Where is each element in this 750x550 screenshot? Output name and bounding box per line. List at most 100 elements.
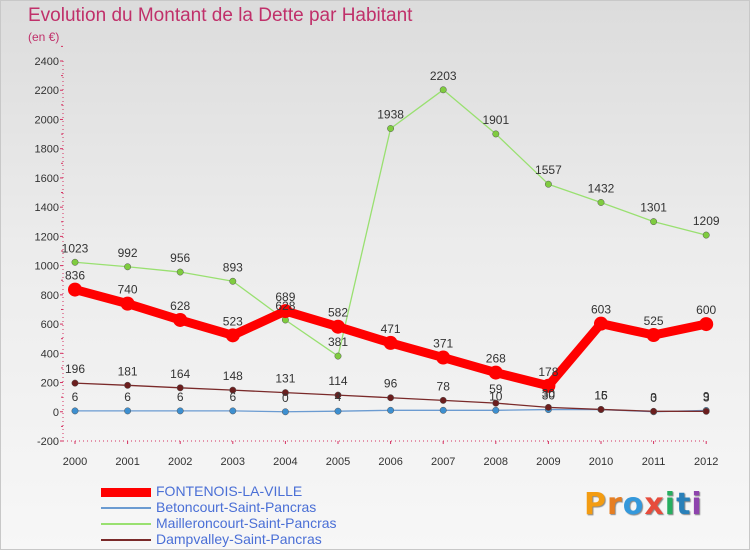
y-tick-label: 800 (41, 290, 59, 302)
data-label: 2203 (430, 69, 457, 83)
data-point (439, 396, 447, 404)
data-label: 10 (489, 389, 503, 403)
y-tick-label: 400 (41, 348, 59, 360)
chart-title: Evolution du Montant de la Dette par Hab… (28, 5, 413, 26)
data-point (334, 352, 342, 360)
data-label: 59 (489, 382, 503, 396)
data-point (597, 405, 605, 413)
data-label: 836 (65, 269, 85, 283)
data-point (71, 258, 79, 266)
data-point (334, 407, 342, 415)
data-label: 164 (170, 367, 190, 381)
data-point (281, 408, 289, 416)
legend-label: Betoncourt-Saint-Pancras (156, 499, 317, 515)
data-label: 114 (328, 374, 347, 388)
data-point (173, 312, 188, 327)
data-label: 582 (328, 306, 348, 320)
legend-swatch (101, 507, 151, 509)
data-label: 6 (229, 390, 236, 404)
data-point (439, 406, 447, 414)
data-labels: 8367406285236895824713712681786035256006… (62, 69, 720, 405)
data-point (387, 125, 395, 132)
x-tick-label: 2006 (378, 456, 402, 468)
x-tick-label: 2003 (221, 456, 245, 468)
x-tick-label: 2001 (115, 456, 139, 468)
y-tick-label: 2000 (35, 114, 59, 126)
data-point (68, 282, 82, 297)
data-point (229, 407, 237, 415)
data-point (124, 381, 132, 389)
data-point (650, 218, 658, 226)
data-point (71, 407, 79, 415)
data-label: 689 (275, 290, 295, 304)
data-label: 992 (118, 246, 138, 260)
data-label: 371 (433, 337, 453, 351)
data-label: 178 (538, 365, 558, 379)
data-point (488, 365, 503, 380)
y-tick-label: 0 (53, 407, 59, 419)
legend-label: Dampvalley-Saint-Pancras (156, 531, 322, 547)
y-tick-label: 1400 (35, 202, 59, 214)
data-label: 471 (381, 322, 401, 336)
data-label: 525 (644, 314, 664, 328)
data-label: 628 (275, 299, 295, 313)
data-label: 1938 (377, 108, 404, 122)
data-label: 1557 (535, 163, 562, 177)
data-point (702, 231, 710, 239)
data-label: 0 (650, 391, 657, 405)
data-label: 6 (177, 390, 184, 404)
data-label: 381 (328, 335, 348, 349)
data-label: 603 (591, 303, 611, 317)
axes: -200020040060080010001200140016001800200… (35, 45, 718, 468)
legend-item: Betoncourt-Saint-Pancras (101, 499, 401, 515)
data-point (278, 304, 293, 319)
data-label: 15 (594, 389, 608, 403)
logo-letter: r (607, 487, 623, 522)
legend-swatch (101, 523, 151, 525)
data-point (439, 86, 447, 94)
data-point (544, 403, 552, 411)
data-label: 30 (542, 389, 556, 403)
data-label: 9 (703, 389, 710, 403)
data-label: 78 (437, 379, 451, 393)
data-label: 148 (223, 369, 243, 383)
x-tick-label: 2005 (326, 456, 350, 468)
data-label: 1301 (640, 201, 667, 215)
data-point (281, 389, 289, 397)
logo-letter: x (644, 487, 665, 522)
data-point (702, 407, 710, 415)
y-tick-label: 1800 (35, 144, 59, 156)
data-point (124, 263, 132, 271)
logo-letter: i (664, 487, 677, 522)
series-markers (68, 86, 714, 416)
data-point (176, 268, 184, 276)
data-point (229, 386, 237, 394)
data-label: 1209 (693, 214, 720, 228)
data-label: 16 (594, 388, 608, 402)
legend-label: FONTENOIS-LA-VILLE (156, 483, 303, 499)
data-label: 268 (486, 352, 506, 366)
data-label: 3 (650, 390, 657, 404)
data-point (331, 319, 345, 334)
data-point (387, 406, 395, 414)
x-tick-label: 2002 (168, 456, 192, 468)
data-label: 196 (65, 362, 85, 376)
data-point (492, 406, 500, 414)
data-point (334, 391, 342, 399)
data-label: 6 (72, 390, 79, 404)
data-label: 4 (335, 390, 342, 404)
x-tick-label: 2009 (536, 456, 560, 468)
data-label: 30 (542, 386, 556, 400)
x-tick-label: 2007 (431, 456, 455, 468)
legend-item: Dampvalley-Saint-Pancras (101, 531, 401, 547)
data-point (120, 296, 135, 311)
data-point (71, 379, 79, 387)
data-label: 131 (275, 372, 295, 386)
data-label: 1023 (62, 241, 89, 255)
data-label: 628 (170, 299, 190, 313)
x-tick-label: 2011 (642, 456, 666, 468)
legend-swatch (101, 539, 151, 541)
data-label: 0 (282, 391, 289, 405)
data-label: 956 (170, 251, 190, 265)
